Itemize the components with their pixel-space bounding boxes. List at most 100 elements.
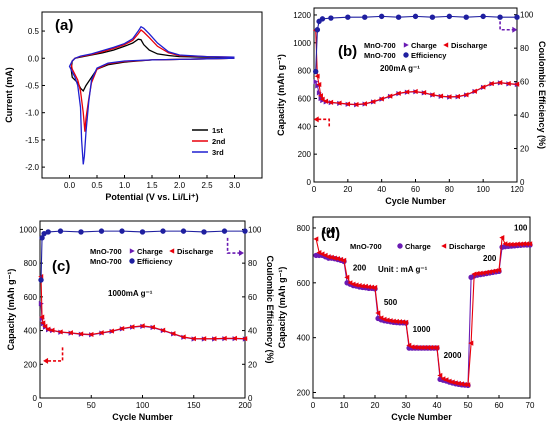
- x-tick-label: 0.5: [91, 181, 103, 190]
- legend-label-efficiency: Efficiency: [137, 257, 173, 266]
- y-tick-label: 0.5: [28, 27, 40, 36]
- rate-annotation: 200mA g⁻¹: [380, 64, 420, 73]
- y2-axis-label: Coulombic Efficiency (%): [265, 255, 275, 363]
- x-axis-label: Potential (V vs. Li/Li⁺): [105, 192, 198, 202]
- data-point-discharge: [139, 323, 145, 329]
- data-point-discharge: [384, 317, 390, 323]
- data-point-discharge: [369, 284, 375, 290]
- x-tick-label: 1.5: [146, 181, 158, 190]
- y-tick-label: -1.5: [25, 136, 39, 145]
- legend-marker-charge: [403, 42, 409, 48]
- data-point-discharge: [508, 241, 514, 248]
- y-tick-label: 200: [297, 389, 311, 398]
- series-line-discharge: [315, 235, 530, 386]
- x-tick-label: 40: [433, 401, 442, 410]
- data-point-discharge: [465, 382, 471, 388]
- data-point-discharge: [387, 93, 393, 99]
- data-point-efficiency: [38, 277, 44, 283]
- y-axis-label: Capacity (mAh g⁻¹): [6, 269, 16, 351]
- data-point-discharge: [170, 331, 176, 337]
- y2-tick-label: 60: [520, 78, 529, 87]
- x-tick-label: 0: [312, 185, 317, 194]
- data-point-discharge: [455, 380, 461, 387]
- data-point-discharge: [421, 344, 427, 351]
- data-point-discharge: [381, 316, 387, 322]
- data-point-discharge: [421, 90, 427, 96]
- data-point-discharge: [497, 80, 503, 86]
- y2-axis-label: Coulombic Efficiency (%): [537, 41, 547, 149]
- data-point-discharge: [511, 241, 517, 248]
- rate-step-label: 200: [353, 263, 367, 272]
- data-point-charge: [315, 83, 321, 89]
- panel-label: (a): [55, 17, 73, 34]
- legend-label-discharge: Discharge: [177, 247, 213, 256]
- y-tick-label: 800: [298, 67, 312, 76]
- data-point-efficiency: [139, 229, 146, 235]
- data-point-efficiency: [362, 14, 368, 20]
- data-point-efficiency: [378, 13, 385, 20]
- data-point-efficiency: [463, 14, 469, 20]
- data-point-discharge: [345, 101, 351, 107]
- x-tick-label: 70: [526, 401, 535, 410]
- data-point-discharge: [231, 335, 237, 341]
- legend-marker-charge: [129, 248, 135, 254]
- x-tick-label: 0.0: [64, 181, 76, 190]
- panel-label: (c): [52, 258, 70, 275]
- right-axis-guide: [499, 21, 514, 31]
- y2-tick-label: 40: [248, 327, 257, 336]
- data-point-discharge: [88, 331, 94, 338]
- data-point-discharge: [331, 255, 337, 261]
- x-tick-label: 2.0: [174, 181, 186, 190]
- x-tick-label: 120: [510, 185, 524, 194]
- data-point-charge: [313, 79, 319, 85]
- data-point-efficiency: [180, 228, 187, 234]
- x-tick-label: 60: [495, 401, 504, 410]
- data-point-discharge: [431, 344, 437, 351]
- y-tick-label: 200: [24, 360, 38, 369]
- data-point-discharge: [454, 93, 460, 100]
- x-tick-label: 1.0: [119, 181, 131, 190]
- data-point-discharge: [521, 241, 526, 247]
- data-point-discharge: [180, 334, 186, 340]
- data-point-discharge: [449, 379, 455, 385]
- data-point-discharge: [446, 378, 452, 384]
- x-tick-label: 200: [238, 401, 252, 410]
- y-tick-label: 600: [297, 279, 311, 288]
- y-axis-label: Current (mA): [4, 67, 14, 123]
- y2-tick-label: 0: [248, 394, 253, 403]
- data-point-discharge: [480, 84, 486, 90]
- data-point-efficiency: [497, 14, 503, 20]
- panel-d-rate-capability: 0 10 20 30 40 50 60 70 200 400 600 800 Cycle Number C…: [277, 216, 535, 421]
- x-tick-label: 0: [38, 401, 43, 410]
- data-point-discharge: [477, 270, 483, 276]
- legend-label: 2nd: [212, 137, 226, 146]
- data-point-discharge: [428, 344, 433, 351]
- data-point-discharge: [336, 100, 342, 106]
- data-point-discharge: [434, 344, 440, 351]
- data-point-discharge: [499, 234, 505, 241]
- x-tick-label: 3.0: [229, 181, 241, 190]
- rate-step-label: 200: [483, 254, 497, 263]
- left-axis-arrowhead: [43, 357, 49, 364]
- data-point-discharge: [242, 336, 248, 342]
- legend-label-efficiency: Efficiency: [411, 51, 447, 60]
- legend-label-discharge: Discharge: [449, 242, 485, 251]
- data-point-discharge: [471, 271, 477, 277]
- panel-a-cv-curves: 0.0 0.5 1.0 1.5 2.0 2.5 3.0 -2.0 -1.5 -1.0 -0.5 0.0…: [4, 11, 263, 202]
- data-point-discharge: [486, 269, 492, 275]
- right-axis-arrowhead: [238, 250, 244, 257]
- data-point-discharge: [49, 327, 55, 333]
- y-tick-label: 0: [307, 178, 312, 187]
- data-point-efficiency: [314, 27, 321, 33]
- x-tick-label: 100: [476, 185, 490, 194]
- data-point-discharge: [317, 93, 323, 99]
- legend-label-charge: Charge: [405, 242, 431, 251]
- y-tick-label: 1000: [19, 225, 37, 234]
- data-point-discharge: [190, 336, 196, 342]
- data-point-discharge: [42, 323, 48, 329]
- data-point-discharge: [98, 330, 104, 336]
- x-tick-label: 60: [411, 185, 420, 194]
- y-tick-label: 600: [298, 94, 312, 103]
- rate-step-label: 1000: [413, 325, 431, 334]
